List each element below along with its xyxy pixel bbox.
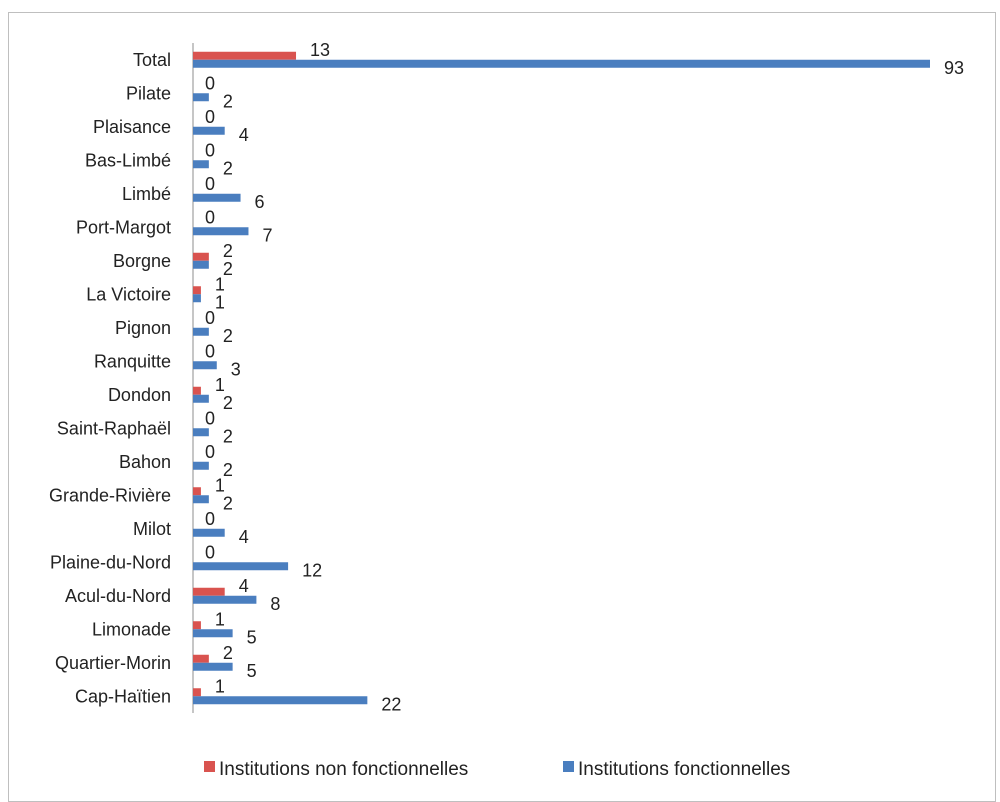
bar-functional-limonade <box>193 629 233 637</box>
legend: Institutions non fonctionnelles Institut… <box>204 759 790 780</box>
category-label-ranquitte: Ranquitte <box>94 351 171 371</box>
value-label-non-functional-plaisance: 0 <box>205 107 215 127</box>
category-label-plaisance: Plaisance <box>93 117 171 137</box>
category-label-dondon: Dondon <box>108 385 171 405</box>
category-label-quartier-morin: Quartier-Morin <box>55 653 171 673</box>
value-label-non-functional-dondon: 1 <box>215 375 225 395</box>
bar-functional-plaisance <box>193 127 225 135</box>
value-label-non-functional-milot: 0 <box>205 509 215 529</box>
legend-swatch-functional <box>563 761 574 772</box>
value-label-non-functional-saint-raphael: 0 <box>205 408 215 428</box>
bar-functional-borgne <box>193 261 209 269</box>
bar-non-functional-dondon <box>193 387 201 395</box>
bar-functional-ranquitte <box>193 361 217 369</box>
value-label-functional-quartier-morin: 5 <box>247 661 257 681</box>
value-label-non-functional-acul-du-nord: 4 <box>239 576 249 596</box>
category-label-limbe: Limbé <box>122 184 171 204</box>
value-label-non-functional-limbe: 0 <box>205 174 215 194</box>
bar-functional-pignon <box>193 328 209 336</box>
value-label-functional-pilate: 2 <box>223 91 233 111</box>
bar-functional-port-margot <box>193 227 248 235</box>
value-label-non-functional-quartier-morin: 2 <box>223 643 233 663</box>
bar-functional-bahon <box>193 462 209 470</box>
value-label-functional-limbe: 6 <box>255 192 265 212</box>
bar-non-functional-grande-riviere <box>193 487 201 495</box>
bar-functional-limbe <box>193 194 241 202</box>
category-label-milot: Milot <box>133 519 171 539</box>
value-label-non-functional-la-victoire: 1 <box>215 274 225 294</box>
category-label-la-victoire: La Victoire <box>86 284 171 304</box>
legend-label-functional: Institutions fonctionnelles <box>578 759 790 780</box>
category-label-pilate: Pilate <box>126 83 171 103</box>
value-label-functional-grande-riviere: 2 <box>223 493 233 513</box>
value-label-non-functional-plaine-du-nord: 0 <box>205 542 215 562</box>
bar-functional-acul-du-nord <box>193 596 256 604</box>
value-label-functional-cap-haitien: 22 <box>381 694 401 714</box>
value-label-functional-port-margot: 7 <box>262 225 272 245</box>
category-label-pignon: Pignon <box>115 318 171 338</box>
value-label-functional-total: 93 <box>944 58 964 78</box>
value-label-non-functional-total: 13 <box>310 40 330 60</box>
value-label-non-functional-bas-limbe: 0 <box>205 140 215 160</box>
category-label-saint-raphael: Saint-Raphaël <box>57 418 171 438</box>
value-label-non-functional-pignon: 0 <box>205 308 215 328</box>
value-label-functional-dondon: 2 <box>223 393 233 413</box>
category-label-cap-haitien: Cap-Haïtien <box>75 686 171 706</box>
value-label-non-functional-bahon: 0 <box>205 442 215 462</box>
value-label-functional-acul-du-nord: 8 <box>270 594 280 614</box>
category-label-total: Total <box>133 50 171 70</box>
category-label-port-margot: Port-Margot <box>76 217 171 237</box>
category-label-grande-riviere: Grande-Rivière <box>49 485 171 505</box>
value-label-non-functional-port-margot: 0 <box>205 207 215 227</box>
value-label-functional-limonade: 5 <box>247 627 257 647</box>
legend-label-non-functional: Institutions non fonctionnelles <box>219 759 468 780</box>
value-label-non-functional-borgne: 2 <box>223 241 233 261</box>
bar-functional-grande-riviere <box>193 495 209 503</box>
bar-non-functional-cap-haitien <box>193 688 201 696</box>
bar-non-functional-borgne <box>193 253 209 261</box>
bar-functional-la-victoire <box>193 294 201 302</box>
bar-functional-plaine-du-nord <box>193 562 288 570</box>
value-label-non-functional-ranquitte: 0 <box>205 341 215 361</box>
category-label-plaine-du-nord: Plaine-du-Nord <box>50 552 171 572</box>
category-label-borgne: Borgne <box>113 251 171 271</box>
category-label-limonade: Limonade <box>92 619 171 639</box>
value-label-functional-ranquitte: 3 <box>231 359 241 379</box>
bar-functional-bas-limbe <box>193 160 209 168</box>
bar-non-functional-total <box>193 52 296 60</box>
bar-functional-pilate <box>193 93 209 101</box>
value-label-functional-milot: 4 <box>239 527 249 547</box>
bar-functional-cap-haitien <box>193 696 367 704</box>
value-label-functional-bas-limbe: 2 <box>223 158 233 178</box>
value-label-functional-saint-raphael: 2 <box>223 426 233 446</box>
value-label-non-functional-grande-riviere: 1 <box>215 475 225 495</box>
value-label-functional-plaisance: 4 <box>239 125 249 145</box>
value-label-non-functional-limonade: 1 <box>215 609 225 629</box>
bar-non-functional-la-victoire <box>193 286 201 294</box>
bar-non-functional-quartier-morin <box>193 655 209 663</box>
category-label-bas-limbe: Bas-Limbé <box>85 150 171 170</box>
bar-non-functional-acul-du-nord <box>193 588 225 596</box>
value-label-functional-la-victoire: 1 <box>215 292 225 312</box>
bar-functional-total <box>193 60 930 68</box>
bar-functional-quartier-morin <box>193 663 233 671</box>
category-label-bahon: Bahon <box>119 452 171 472</box>
bar-functional-dondon <box>193 395 209 403</box>
value-label-functional-plaine-du-nord: 12 <box>302 560 322 580</box>
bar-functional-milot <box>193 529 225 537</box>
bar-non-functional-limonade <box>193 621 201 629</box>
value-label-non-functional-pilate: 0 <box>205 73 215 93</box>
bar-functional-saint-raphael <box>193 428 209 436</box>
legend-swatch-non-functional <box>204 761 215 772</box>
value-label-functional-pignon: 2 <box>223 326 233 346</box>
category-label-acul-du-nord: Acul-du-Nord <box>65 586 171 606</box>
value-label-non-functional-cap-haitien: 1 <box>215 676 225 696</box>
